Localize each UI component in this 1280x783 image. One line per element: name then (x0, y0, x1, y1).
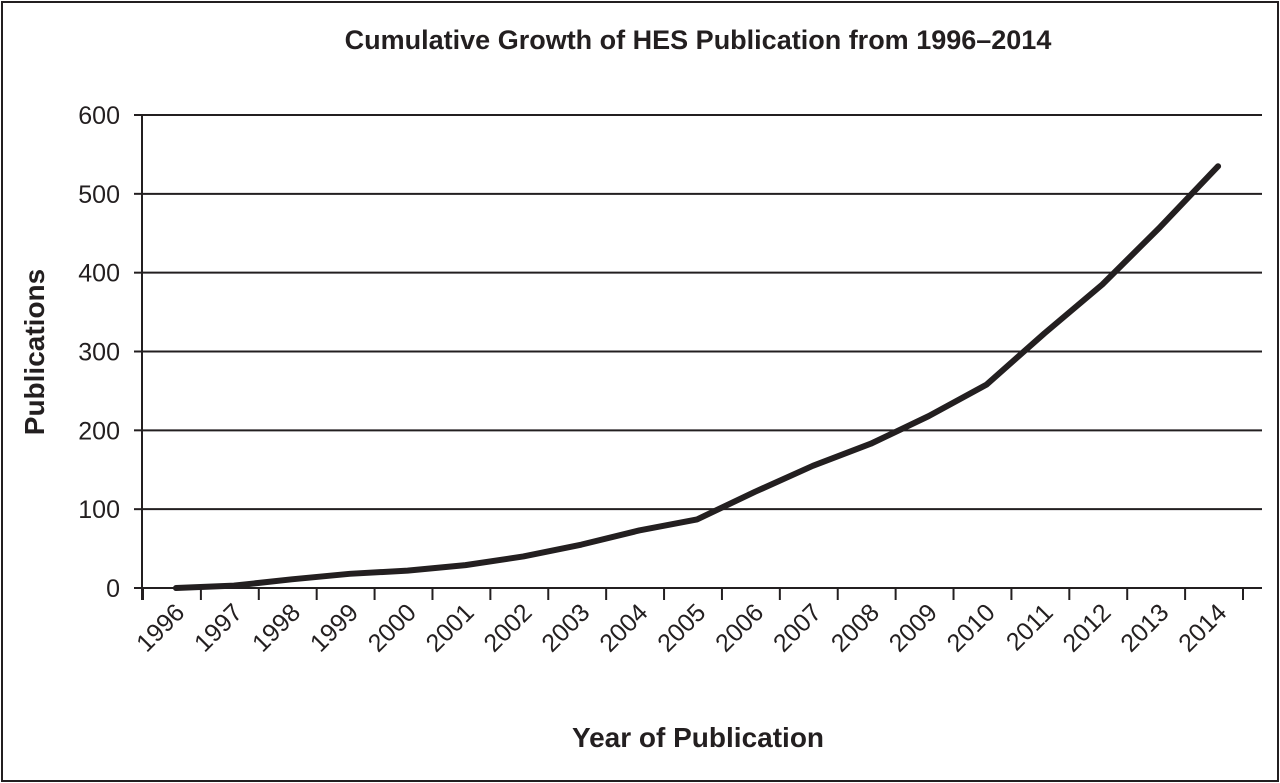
x-tick-label: 2013 (1115, 598, 1174, 657)
y-tick-label: 200 (78, 417, 120, 445)
y-tick-label: 300 (78, 339, 120, 367)
x-tick-label: 2012 (1057, 598, 1116, 657)
x-tick-label: 1999 (305, 598, 364, 657)
x-tick-label: 2001 (421, 598, 480, 657)
x-tick-label: 1996 (131, 598, 190, 657)
x-tick-label: 2006 (710, 598, 769, 657)
y-tick-label: 100 (78, 496, 120, 524)
y-tick-label: 600 (78, 102, 120, 130)
x-tick-label: 2014 (1173, 598, 1232, 657)
y-tick-label: 500 (78, 181, 120, 209)
x-tick-label: 2004 (594, 598, 653, 657)
y-axis-ticks: 0 100 200 300 400 500 600 (78, 102, 142, 603)
x-tick-label: 2011 (1001, 598, 1059, 656)
x-tick-label: 2005 (652, 598, 711, 657)
x-tick-label: 2003 (536, 598, 595, 657)
x-tick-label: 1997 (189, 598, 248, 657)
axes (134, 115, 1262, 600)
chart-title: Cumulative Growth of HES Publication fro… (345, 25, 1052, 55)
gridlines (142, 114, 1262, 511)
x-tick-label: 2007 (768, 598, 827, 657)
x-tick-label: 1998 (247, 598, 306, 657)
x-tick-label: 2008 (826, 598, 885, 657)
y-tick-label: 400 (78, 260, 120, 288)
y-axis-title: Publications (19, 269, 50, 435)
series-group (173, 163, 1222, 591)
x-tick-label: 2009 (884, 598, 943, 657)
x-axis-title: Year of Publication (572, 722, 824, 753)
x-tick-label: 2010 (942, 598, 1001, 657)
x-tick-label: 2000 (363, 598, 422, 657)
x-axis-ticks: 1996199719981999200020012002200320042005… (131, 588, 1244, 658)
x-tick-label: 2002 (478, 598, 537, 657)
series-line (173, 163, 1222, 591)
y-tick-label: 0 (106, 575, 120, 603)
